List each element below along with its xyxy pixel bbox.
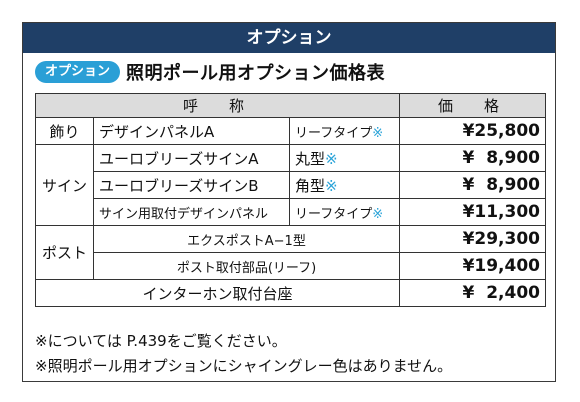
- item-name: ポスト取付部品(リーフ): [93, 252, 400, 280]
- item-price: ¥19,400: [399, 252, 546, 280]
- table-row: サイン用取付デザインパネル リーフタイプ※ ¥11,300: [36, 198, 546, 226]
- note-mark: ※: [372, 125, 384, 141]
- price-table: 呼 称 価 格 飾り デザインパネルA リーフタイプ※ ¥25,800 サイン …: [35, 93, 546, 307]
- category-cell: ポスト: [35, 225, 94, 280]
- item-name: インターホン取付台座: [35, 279, 400, 307]
- table-row: ポスト取付部品(リーフ) ¥19,400: [36, 252, 546, 280]
- note-mark: ※: [372, 206, 384, 222]
- header-name: 呼 称: [35, 93, 400, 118]
- price-table-frame: オプション オプション 照明ポール用オプション価格表 呼 称 価 格 飾り デザ…: [22, 22, 556, 382]
- item-name: ユーロブリーズサインA: [93, 144, 290, 172]
- item-price: ¥29,300: [399, 225, 546, 253]
- category-cell: 飾り: [35, 117, 94, 145]
- note-line: ※照明ポール用オプションにシャイングレー色はありません。: [35, 357, 453, 375]
- header-price: 価 格: [399, 93, 546, 118]
- table-row: サイン ユーロブリーズサインA 丸型※ ¥ 8,900: [35, 144, 546, 226]
- notes: ※については P.439をご覧ください。 ※照明ポール用オプションにシャイングレ…: [35, 329, 452, 379]
- table-row: ユーロブリーズサインB 角型※ ¥ 8,900: [36, 171, 546, 199]
- item-name: エクスポストA−1型: [93, 225, 400, 253]
- item-name: サイン用取付デザインパネル: [93, 198, 290, 226]
- item-name: ユーロブリーズサインB: [93, 171, 290, 199]
- item-spec: 角型※: [289, 171, 400, 199]
- item-spec: リーフタイプ※: [289, 198, 400, 226]
- note-mark: ※: [325, 176, 338, 195]
- item-price: ¥25,800: [399, 117, 546, 145]
- item-name: デザインパネルA: [93, 117, 290, 145]
- item-price: ¥ 2,400: [399, 279, 546, 307]
- table-header-row: 呼 称 価 格: [35, 93, 546, 118]
- item-price: ¥ 8,900: [399, 171, 546, 199]
- item-spec: リーフタイプ※: [289, 117, 400, 145]
- table-heading: オプション 照明ポール用オプション価格表: [35, 59, 385, 85]
- option-badge: オプション: [35, 61, 121, 83]
- item-price: ¥ 8,900: [399, 144, 546, 172]
- note-mark: ※: [325, 149, 338, 168]
- table-row: ポスト エクスポストA−1型 ¥29,300: [35, 225, 546, 280]
- item-spec: 丸型※: [289, 144, 400, 172]
- table-row: 飾り デザインパネルA リーフタイプ※ ¥25,800: [35, 117, 546, 145]
- category-cell: サイン: [35, 144, 94, 226]
- note-line: ※については P.439をご覧ください。: [35, 332, 287, 350]
- section-banner: オプション: [23, 23, 555, 53]
- table-row: インターホン取付台座 ¥ 2,400: [35, 279, 546, 307]
- item-price: ¥11,300: [399, 198, 546, 226]
- page-title: 照明ポール用オプション価格表: [126, 63, 386, 84]
